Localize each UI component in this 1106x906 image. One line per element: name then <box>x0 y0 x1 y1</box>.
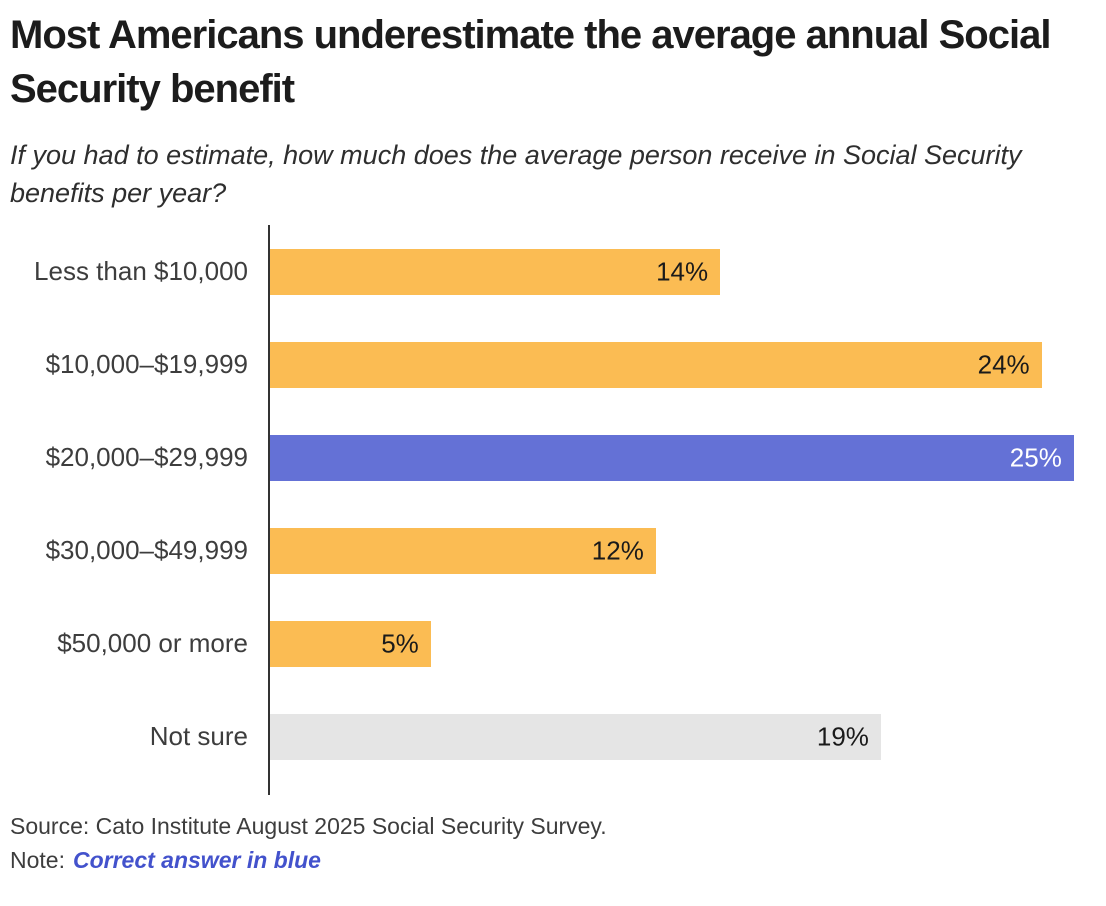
note-label: Note: <box>10 847 65 873</box>
chart-footer: Source: Cato Institute August 2025 Socia… <box>10 809 1096 877</box>
bar-row: $30,000–$49,999 12% <box>10 504 1106 597</box>
chart-title: Most Americans underestimate the average… <box>10 13 1051 111</box>
bar-chart: Less than $10,000 14% $10,000–$19,999 24… <box>10 225 1106 795</box>
bar-row: Less than $10,000 14% <box>10 225 1106 318</box>
note-highlight: Correct answer in blue <box>72 847 321 873</box>
category-label: Not sure <box>149 721 248 752</box>
bar: 12% <box>270 527 656 574</box>
bar-value-label: 19% <box>816 721 869 751</box>
bar-row: $10,000–$19,999 24% <box>10 318 1106 411</box>
bar-value-label: 5% <box>381 628 419 658</box>
bar: 24% <box>270 341 1042 388</box>
category-label: $10,000–$19,999 <box>45 349 248 380</box>
bar-row: $50,000 or more 5% <box>10 597 1106 690</box>
bar-value-label: 25% <box>1009 442 1062 472</box>
bar-row: $20,000–$29,999 25% <box>10 411 1106 504</box>
bar: 19% <box>270 713 881 760</box>
bar: 25% <box>270 434 1074 481</box>
y-axis-line <box>268 225 270 795</box>
category-label: $20,000–$29,999 <box>45 442 248 473</box>
category-label: $50,000 or more <box>57 628 248 659</box>
note-line: Note: Correct answer in blue <box>10 843 1096 877</box>
category-label: $30,000–$49,999 <box>45 535 248 566</box>
bar-track: 12% <box>270 527 1106 574</box>
bar-track: 25% <box>270 434 1106 481</box>
category-label: Less than $10,000 <box>34 256 248 287</box>
bar-track: 5% <box>270 620 1106 667</box>
bar-row: Not sure 19% <box>10 690 1106 783</box>
bar-value-label: 24% <box>977 349 1030 379</box>
chart-subtitle: If you had to estimate, how much does th… <box>10 140 1022 208</box>
bar: 5% <box>270 620 431 667</box>
bar-track: 14% <box>270 248 1106 295</box>
bar: 14% <box>270 248 721 295</box>
source-note: Source: Cato Institute August 2025 Socia… <box>10 813 607 839</box>
bar-value-label: 14% <box>656 256 709 286</box>
bar-rows: Less than $10,000 14% $10,000–$19,999 24… <box>10 225 1106 795</box>
bar-track: 24% <box>270 341 1106 388</box>
bar-track: 19% <box>270 713 1106 760</box>
bar-value-label: 12% <box>591 535 644 565</box>
